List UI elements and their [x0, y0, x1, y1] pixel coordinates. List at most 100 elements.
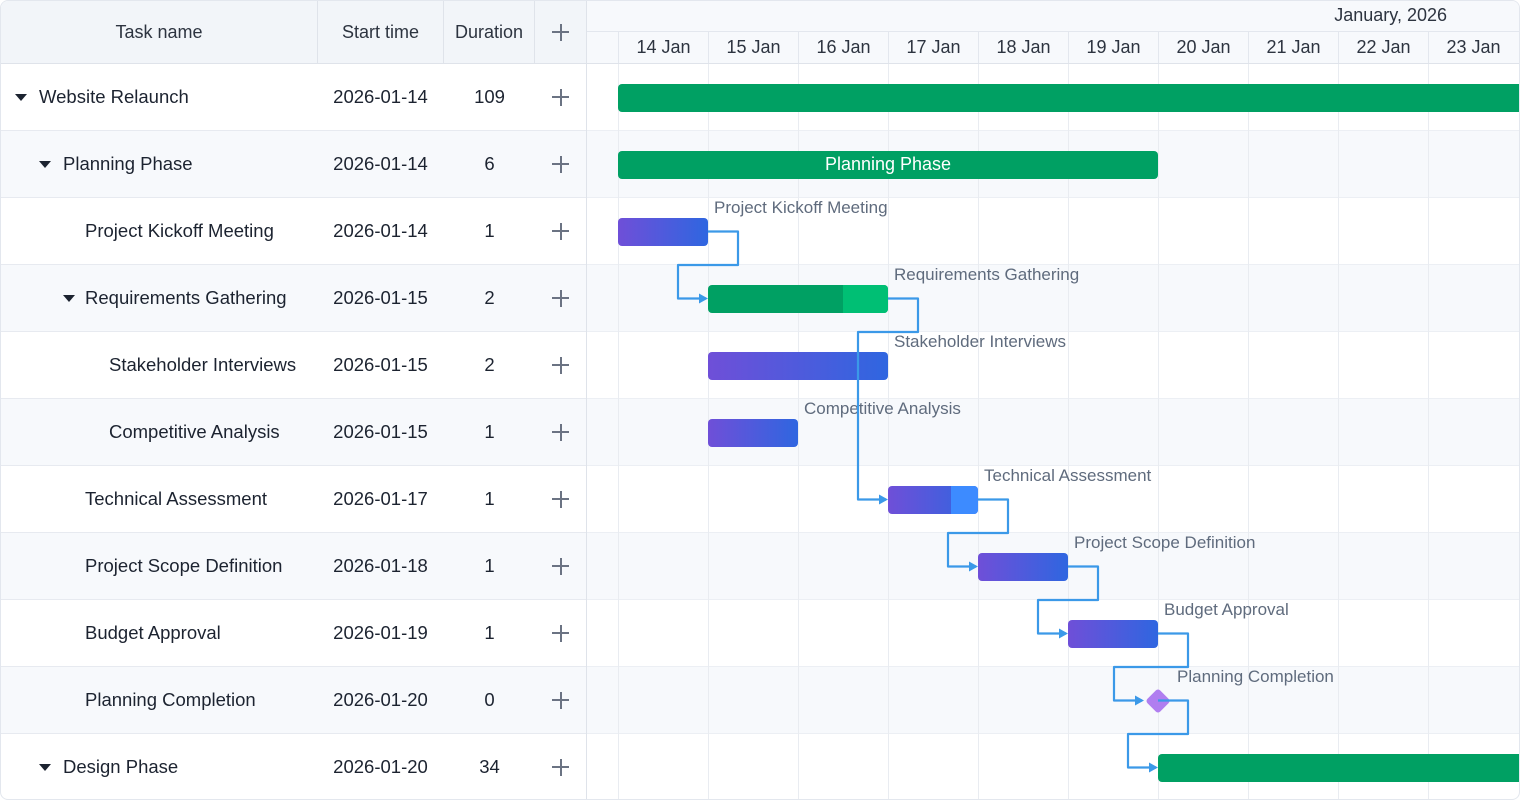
day-gridline: [1158, 64, 1159, 799]
plus-icon: [552, 23, 569, 41]
project-bar[interactable]: [618, 83, 1519, 112]
dependency-link[interactable]: [1036, 565, 1100, 635]
caret-down-icon[interactable]: [15, 94, 27, 101]
day-gridline: [888, 64, 889, 799]
duration-cell: 2: [484, 354, 495, 375]
grid-row[interactable]: Project Kickoff Meeting 2026-01-14 1: [1, 198, 586, 265]
grid-row[interactable]: Stakeholder Interviews 2026-01-15 2: [1, 332, 586, 399]
bar-label: Stakeholder Interviews: [894, 331, 1066, 351]
task-name-text: Planning Completion: [85, 689, 256, 710]
task-grid: Task name Start time Duration Website Re…: [1, 1, 587, 799]
dependency-link[interactable]: [1112, 632, 1190, 702]
task-bar[interactable]: [978, 552, 1068, 581]
link-arrow-icon: [699, 293, 708, 304]
task-bar[interactable]: [618, 217, 708, 246]
project-bar[interactable]: [1158, 753, 1519, 782]
dependency-link[interactable]: [946, 498, 1010, 568]
plus-icon: [552, 155, 569, 173]
day-label: 22 Jan: [1338, 32, 1428, 63]
column-header-task-name[interactable]: Task name: [1, 1, 318, 63]
task-name-text: Stakeholder Interviews: [109, 354, 297, 375]
add-subtask-button[interactable]: [535, 265, 586, 331]
bar-label: Requirements Gathering: [894, 264, 1080, 284]
add-subtask-button[interactable]: [535, 466, 586, 532]
duration-cell: 1: [484, 421, 495, 442]
task-bar[interactable]: [708, 418, 798, 447]
add-subtask-button[interactable]: [535, 399, 586, 465]
dependency-link[interactable]: [856, 297, 920, 501]
add-subtask-button[interactable]: [535, 600, 586, 666]
day-gridline: [978, 64, 979, 799]
day-gridline: [1248, 64, 1249, 799]
task-name-cell: Requirements Gathering: [1, 265, 317, 331]
task-name-text: Design Phase: [63, 756, 179, 777]
add-subtask-button[interactable]: [535, 734, 586, 799]
bar-label: Planning Completion: [1177, 666, 1334, 686]
timeline-header: January, 2026 14 Jan 15 Jan 16 Jan 17 Jan 18…: [587, 1, 1519, 64]
dependency-link[interactable]: [1126, 699, 1190, 769]
add-subtask-button[interactable]: [535, 332, 586, 398]
caret-down-icon[interactable]: [39, 764, 51, 771]
start-time-cell: 2026-01-15: [333, 354, 428, 375]
add-task-header-button[interactable]: [535, 1, 586, 63]
task-name-text: Competitive Analysis: [109, 421, 280, 442]
add-subtask-button[interactable]: [535, 198, 586, 264]
task-name-cell: Project Scope Definition: [1, 533, 317, 599]
plus-icon: [552, 222, 569, 240]
grid-row[interactable]: Website Relaunch 2026-01-14 109: [1, 64, 586, 131]
link-arrow-icon: [1135, 695, 1144, 706]
timeline: January, 2026 14 Jan 15 Jan 16 Jan 17 Jan 18…: [587, 1, 1519, 799]
task-name-cell: Stakeholder Interviews: [1, 332, 317, 398]
add-subtask-button[interactable]: [535, 64, 586, 130]
day-label: 21 Jan: [1248, 32, 1338, 63]
plus-icon: [552, 356, 569, 374]
bar-label: Technical Assessment: [984, 465, 1152, 485]
plus-icon: [552, 624, 569, 642]
task-bar[interactable]: [888, 485, 978, 514]
day-gridline: [618, 64, 619, 799]
duration-cell: 1: [484, 220, 495, 241]
add-subtask-button[interactable]: [535, 131, 586, 197]
grid-row[interactable]: Requirements Gathering 2026-01-15 2: [1, 265, 586, 332]
bar-label: Planning Phase: [824, 154, 952, 174]
day-label: 15 Jan: [708, 32, 798, 63]
duration-cell: 1: [484, 488, 495, 509]
grid-row[interactable]: Technical Assessment 2026-01-17 1: [1, 466, 586, 533]
task-name-cell: Planning Phase: [1, 131, 317, 197]
day-gridline: [1068, 64, 1069, 799]
dependency-link[interactable]: [676, 230, 740, 300]
task-bar[interactable]: [1068, 619, 1158, 648]
start-time-cell: 2026-01-15: [333, 287, 428, 308]
project-bar[interactable]: [708, 284, 888, 313]
day-label: 17 Jan: [888, 32, 978, 63]
grid-row[interactable]: Project Scope Definition 2026-01-18 1: [1, 533, 586, 600]
column-header-duration[interactable]: Duration: [444, 1, 535, 63]
duration-cell: 1: [484, 622, 495, 643]
day-gridline: [1428, 64, 1429, 799]
link-arrow-icon: [1059, 628, 1068, 639]
grid-row[interactable]: Competitive Analysis 2026-01-15 1: [1, 399, 586, 466]
task-name-cell: Planning Completion: [1, 667, 317, 733]
add-subtask-button[interactable]: [535, 667, 586, 733]
project-bar[interactable]: Planning Phase: [618, 150, 1158, 179]
start-time-cell: 2026-01-19: [333, 622, 428, 643]
bar-remaining-segment: [951, 485, 978, 514]
grid-row[interactable]: Planning Phase 2026-01-14 6: [1, 131, 586, 198]
plus-icon: [552, 691, 569, 709]
plus-icon: [552, 758, 569, 776]
bar-label: Competitive Analysis: [804, 398, 961, 418]
column-header-start-time[interactable]: Start time: [318, 1, 444, 63]
bar-label: Budget Approval: [1164, 599, 1289, 619]
caret-down-icon[interactable]: [39, 161, 51, 168]
day-label: 23 Jan: [1428, 32, 1518, 63]
duration-cell: 6: [484, 153, 495, 174]
month-label: January, 2026: [1334, 5, 1447, 25]
plus-icon: [552, 423, 569, 441]
day-gridline: [1338, 64, 1339, 799]
grid-row[interactable]: Budget Approval 2026-01-19 1: [1, 600, 586, 667]
duration-cell: 34: [479, 756, 500, 777]
grid-row[interactable]: Design Phase 2026-01-20 34: [1, 734, 586, 799]
add-subtask-button[interactable]: [535, 533, 586, 599]
grid-row[interactable]: Planning Completion 2026-01-20 0: [1, 667, 586, 734]
caret-down-icon[interactable]: [63, 295, 75, 302]
